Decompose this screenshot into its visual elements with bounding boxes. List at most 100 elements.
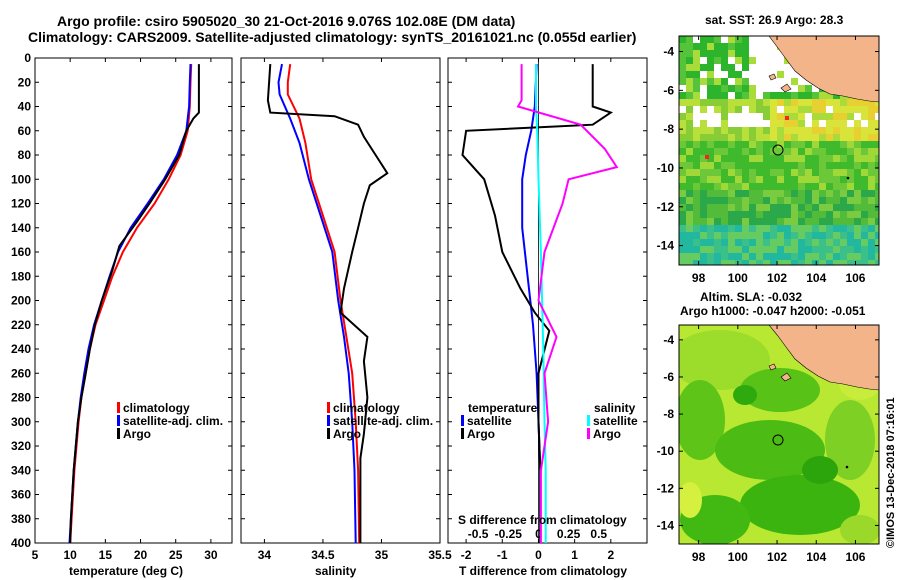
sst-cell bbox=[854, 225, 861, 232]
sst-cell bbox=[728, 239, 735, 246]
sst-cell bbox=[742, 239, 749, 246]
sst-cell bbox=[875, 141, 879, 148]
sst-cell bbox=[826, 155, 833, 162]
temperature-legend: climatology satellite-adj. clim. Argo bbox=[117, 401, 223, 441]
sst-cell bbox=[861, 232, 868, 239]
enggano-island bbox=[780, 83, 792, 93]
x-tick-label: 2 bbox=[607, 548, 614, 562]
sumatra-land bbox=[768, 36, 879, 103]
sst-cell bbox=[840, 148, 847, 155]
sst-cell bbox=[868, 253, 875, 260]
sst-cell bbox=[847, 239, 854, 246]
sst-cell bbox=[868, 232, 875, 239]
sst-cell bbox=[798, 113, 805, 120]
sst-cell bbox=[735, 43, 742, 50]
sst-cell bbox=[833, 113, 840, 120]
sst-cell bbox=[847, 197, 854, 204]
sst-cell bbox=[784, 148, 791, 155]
sst-cell bbox=[861, 141, 868, 148]
sst-cell bbox=[749, 225, 756, 232]
sst-cell bbox=[784, 99, 791, 106]
sst-cell bbox=[861, 183, 868, 190]
sst-cell bbox=[854, 218, 861, 225]
sst-cell bbox=[756, 246, 763, 253]
sst-cell bbox=[819, 127, 826, 134]
sst-cell bbox=[721, 155, 728, 162]
map-x-tick-label: 104 bbox=[806, 550, 826, 564]
y-tick-label: 240 bbox=[11, 342, 31, 356]
sst-cell bbox=[707, 57, 714, 64]
sst-cell bbox=[679, 36, 686, 43]
sst-cell bbox=[742, 85, 749, 92]
sst-cell bbox=[826, 120, 833, 127]
sst-cell bbox=[840, 141, 847, 148]
sst-cell bbox=[868, 141, 875, 148]
sst-cell bbox=[735, 260, 742, 265]
sst-cell bbox=[749, 218, 756, 225]
sst-cell bbox=[791, 260, 798, 265]
sst-cell bbox=[833, 92, 840, 99]
sst-cell bbox=[721, 92, 728, 99]
sst-cell bbox=[854, 176, 861, 183]
sst-cell bbox=[686, 127, 693, 134]
sst-cell bbox=[707, 197, 714, 204]
sst-cell bbox=[770, 169, 777, 176]
sst-cell bbox=[791, 148, 798, 155]
sst-cell bbox=[770, 183, 777, 190]
series-line-argo bbox=[266, 64, 389, 543]
sst-cell bbox=[693, 127, 700, 134]
sst-cell bbox=[875, 204, 879, 211]
sst-cell bbox=[777, 232, 784, 239]
sst-cell bbox=[686, 155, 693, 162]
sst-cell bbox=[840, 253, 847, 260]
sst-cell bbox=[679, 134, 686, 141]
sst-cell bbox=[784, 225, 791, 232]
sst-cell bbox=[707, 232, 714, 239]
sst-cell bbox=[812, 211, 819, 218]
sst-cell bbox=[742, 190, 749, 197]
sst-cell bbox=[700, 127, 707, 134]
sst-cell bbox=[798, 141, 805, 148]
sst-cell bbox=[700, 232, 707, 239]
sst-cell bbox=[847, 253, 854, 260]
sst-cell bbox=[707, 225, 714, 232]
sst-cell bbox=[819, 106, 826, 113]
sst-cell bbox=[875, 260, 879, 265]
sst-cell bbox=[742, 260, 749, 265]
y-tick-label: 140 bbox=[11, 221, 31, 235]
salinity-axes: 34 34.5 35 35.5 bbox=[241, 57, 452, 562]
sst-cell bbox=[693, 225, 700, 232]
sst-cell bbox=[735, 176, 742, 183]
sst-cell bbox=[707, 239, 714, 246]
sst-cell bbox=[854, 106, 861, 113]
legend-satellite-swatch bbox=[117, 415, 120, 426]
sst-cell bbox=[742, 253, 749, 260]
sst-cell bbox=[777, 127, 784, 134]
sst-cell bbox=[749, 162, 756, 169]
sst-cell bbox=[749, 253, 756, 260]
sst-cell bbox=[707, 260, 714, 265]
sst-cell bbox=[840, 162, 847, 169]
sst-cell bbox=[791, 190, 798, 197]
sst-cell bbox=[679, 218, 686, 225]
sst-cell bbox=[742, 127, 749, 134]
sst-cell bbox=[847, 113, 854, 120]
sst-cell bbox=[847, 148, 854, 155]
sst-cell bbox=[700, 246, 707, 253]
sst-cell bbox=[798, 85, 805, 92]
y-tick-label: 380 bbox=[11, 512, 31, 526]
sst-cell bbox=[679, 148, 686, 155]
sst-cell bbox=[707, 99, 714, 106]
sst-cell bbox=[854, 148, 861, 155]
sst-cell bbox=[847, 218, 854, 225]
sst-cell bbox=[700, 78, 707, 85]
sst-cell bbox=[861, 260, 868, 265]
series-line-satellite-adj-clim- bbox=[68, 64, 192, 543]
sst-cell bbox=[847, 232, 854, 239]
sst-cell bbox=[686, 239, 693, 246]
sst-cell bbox=[784, 204, 791, 211]
y-tick-label: 200 bbox=[11, 294, 31, 308]
sst-cell bbox=[840, 120, 847, 127]
sst-cell bbox=[735, 106, 742, 113]
sst-cell bbox=[840, 239, 847, 246]
